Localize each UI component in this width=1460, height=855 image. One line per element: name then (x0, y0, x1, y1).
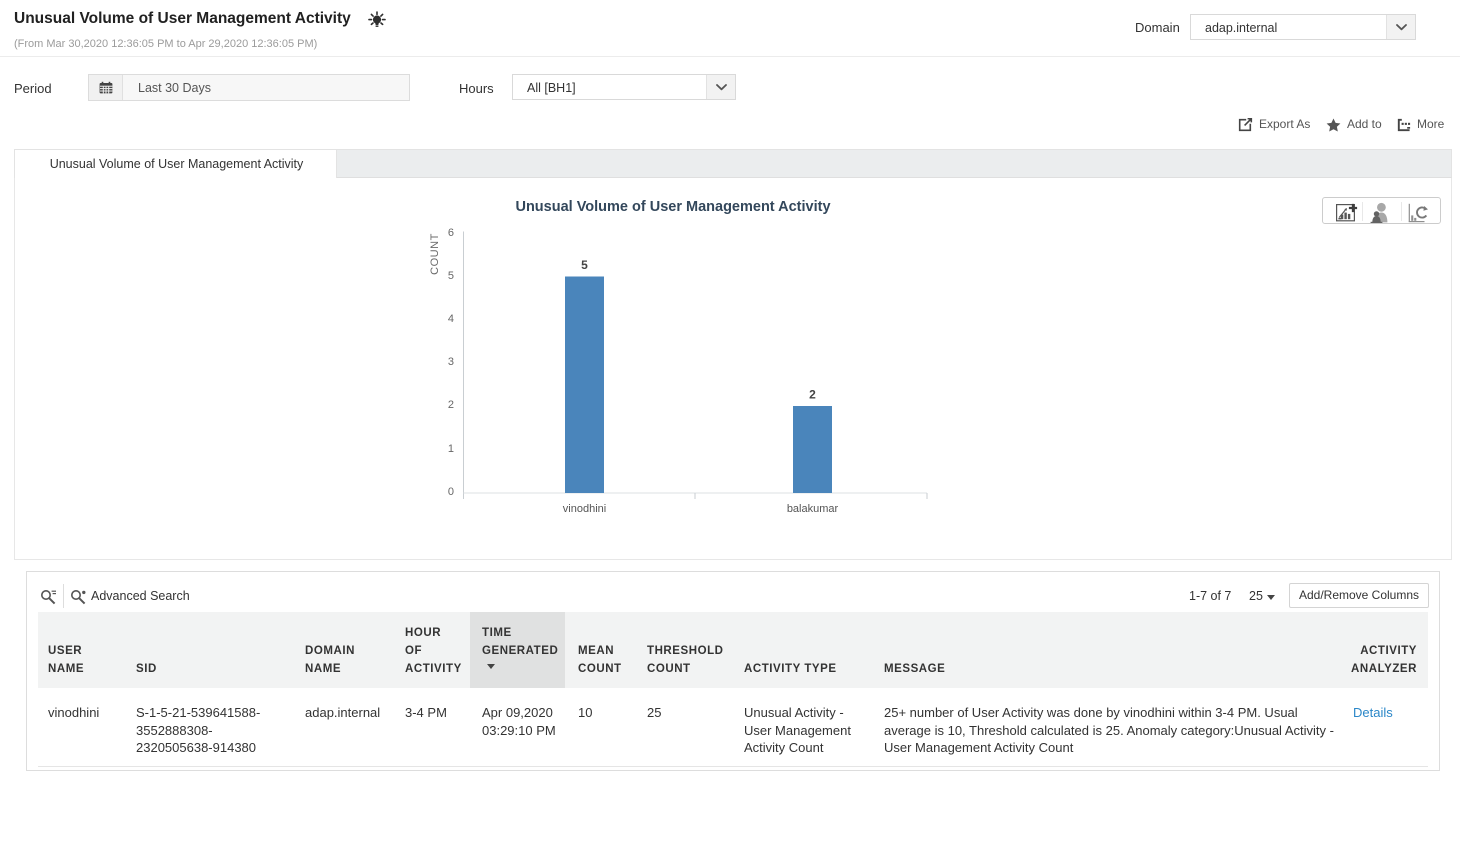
svg-text:balakumar: balakumar (787, 503, 839, 515)
svg-text:6: 6 (448, 227, 454, 239)
svg-text:1: 1 (448, 443, 454, 455)
svg-text:2: 2 (448, 399, 454, 411)
svg-text:3: 3 (448, 356, 454, 368)
svg-text:5: 5 (448, 270, 454, 282)
svg-text:5: 5 (581, 258, 588, 272)
svg-text:vinodhini: vinodhini (563, 503, 606, 515)
svg-text:2: 2 (809, 388, 816, 402)
svg-text:4: 4 (448, 313, 454, 325)
svg-text:COUNT: COUNT (429, 233, 441, 275)
svg-text:0: 0 (448, 486, 454, 498)
